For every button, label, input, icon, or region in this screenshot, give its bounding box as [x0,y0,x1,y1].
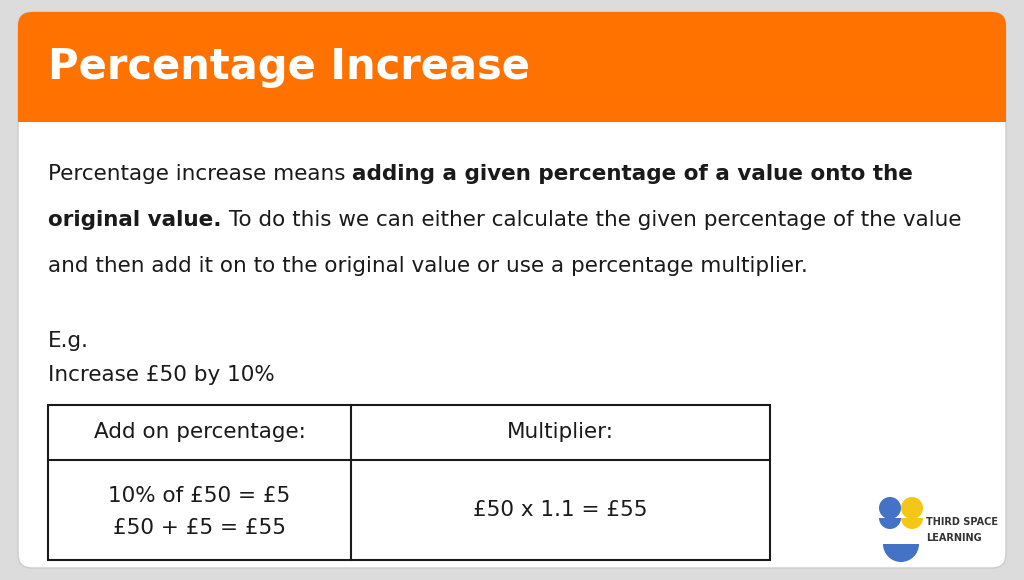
Text: E.g.: E.g. [48,331,89,351]
Circle shape [901,497,923,519]
Circle shape [879,497,901,519]
Text: Percentage increase means: Percentage increase means [48,164,352,184]
Text: Multiplier:: Multiplier: [507,422,614,443]
Text: Add on percentage:: Add on percentage: [93,422,305,443]
Text: adding a given percentage of a value onto the: adding a given percentage of a value ont… [352,164,913,184]
Wedge shape [901,518,923,529]
Text: 10% of £50 = £5: 10% of £50 = £5 [109,486,291,506]
Text: To do this we can either calculate the given percentage of the value: To do this we can either calculate the g… [221,210,961,230]
Text: £50 + £5 = £55: £50 + £5 = £55 [113,518,286,538]
Wedge shape [883,544,919,562]
Bar [48,405,770,560]
Bar [18,102,1006,122]
Text: Increase £50 by 10%: Increase £50 by 10% [48,365,274,385]
FancyBboxPatch shape [18,12,1006,568]
FancyBboxPatch shape [18,12,1006,122]
Text: original value.: original value. [48,210,221,230]
Text: Percentage Increase: Percentage Increase [48,46,530,88]
Text: THIRD SPACE: THIRD SPACE [926,517,998,527]
Text: LEARNING: LEARNING [926,533,982,543]
Text: and then add it on to the original value or use a percentage multiplier.: and then add it on to the original value… [48,256,808,276]
Wedge shape [879,518,901,529]
Text: £50 x 1.1 = £55: £50 x 1.1 = £55 [473,500,648,520]
